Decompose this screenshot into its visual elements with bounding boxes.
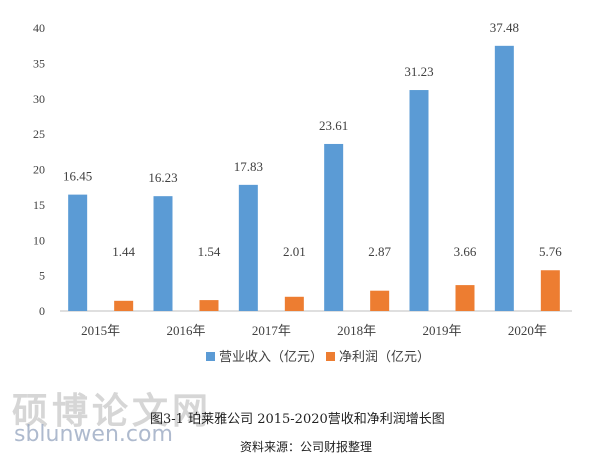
source-note: 资料来源：公司财报整理 <box>240 440 373 454</box>
net-profit-data-label: 5.76 <box>539 244 562 259</box>
x-axis-category-labels: 2015年 2016年 2017年 2018年 2019年 2020年 <box>81 323 547 338</box>
net-profit-data-label: 2.01 <box>283 244 306 259</box>
x-category-label: 2019年 <box>422 323 461 338</box>
legend-label-net-profit: 净利润（亿元） <box>339 350 430 365</box>
watermark-title: 硕博论文网 <box>12 390 213 432</box>
revenue-bar <box>153 196 173 311</box>
legend: 营业收入（亿元） 净利润（亿元） <box>206 350 430 365</box>
revenue-bar <box>68 194 88 311</box>
y-tick-label: 15 <box>33 198 45 212</box>
x-category-label: 2018年 <box>337 323 376 338</box>
revenue-data-label: 37.48 <box>490 20 519 35</box>
net-profit-bar <box>370 290 390 311</box>
y-tick-label: 35 <box>33 56 45 70</box>
revenue-bar <box>324 143 344 311</box>
y-tick-label: 30 <box>33 92 45 106</box>
y-tick-label: 20 <box>33 163 45 177</box>
x-category-label: 2015年 <box>81 323 120 338</box>
net-profit-data-label: 3.66 <box>454 244 477 259</box>
bars-group <box>68 45 560 311</box>
revenue-bar <box>494 45 514 311</box>
revenue-bar <box>409 90 429 311</box>
net-profit-bar <box>114 300 134 311</box>
revenue-data-label: 23.61 <box>319 118 348 133</box>
revenue-data-label: 17.83 <box>234 159 263 174</box>
bar-chart: 0 5 10 15 20 25 30 35 40 16.45 1.44 16.23 1.54 17.83… <box>33 20 572 365</box>
revenue-bar <box>238 184 258 311</box>
y-tick-label: 25 <box>33 127 45 141</box>
net-profit-bar <box>455 285 475 311</box>
watermark-site: sblunwen.com <box>14 422 173 447</box>
x-category-label: 2016年 <box>166 323 205 338</box>
net-profit-bar <box>284 296 304 311</box>
y-tick-label: 10 <box>33 233 45 247</box>
legend-label-revenue: 营业收入（亿元） <box>219 350 323 365</box>
revenue-data-label: 31.23 <box>404 64 433 79</box>
revenue-data-label: 16.23 <box>148 170 177 185</box>
net-profit-bar <box>540 270 560 311</box>
net-profit-data-label: 1.54 <box>198 244 221 259</box>
net-profit-data-label: 1.44 <box>112 244 135 259</box>
figure-caption: 图3-1 珀莱雅公司 2015-2020营收和净利润增长图 <box>150 412 445 427</box>
y-tick-label: 5 <box>39 269 45 283</box>
revenue-data-label: 16.45 <box>63 169 92 184</box>
y-tick-label: 40 <box>33 21 45 35</box>
legend-swatch-net-profit <box>326 352 335 361</box>
net-profit-bar <box>199 300 219 311</box>
legend-swatch-revenue <box>206 352 215 361</box>
net-profit-data-label: 2.87 <box>368 244 391 259</box>
y-tick-label: 0 <box>39 304 45 318</box>
x-category-label: 2017年 <box>252 323 291 338</box>
x-category-label: 2020年 <box>508 323 547 338</box>
data-labels-group: 16.45 1.44 16.23 1.54 17.83 2.01 23.61 2.87 31.2… <box>63 20 562 259</box>
y-axis-tick-labels: 0 5 10 15 20 25 30 35 40 <box>33 21 45 318</box>
